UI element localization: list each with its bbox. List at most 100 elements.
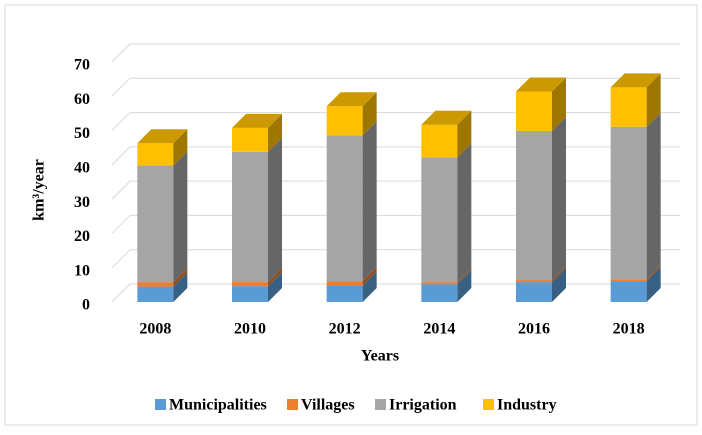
bar-face	[268, 137, 282, 283]
grid-line	[111, 180, 680, 200]
bar-face	[232, 113, 282, 128]
bar-segment	[610, 112, 661, 280]
legend-swatch	[483, 399, 494, 410]
y-tick-label: 50	[74, 125, 90, 142]
bar-segment	[516, 266, 566, 283]
bar-segment	[326, 92, 377, 136]
grid-line	[111, 249, 680, 269]
bar-segment	[421, 270, 472, 302]
bar-segment	[421, 110, 472, 158]
y-tick-label: 60	[74, 91, 90, 108]
bar-face	[326, 106, 363, 136]
bar-face	[421, 157, 458, 283]
bar-face	[326, 135, 363, 282]
y-tick-label: 20	[74, 228, 90, 245]
bar-segment	[610, 267, 661, 302]
legend-label: Industry	[497, 397, 557, 414]
bar-face	[457, 110, 472, 158]
bar-face	[137, 282, 174, 287]
y-tick-label: 10	[74, 262, 90, 279]
bar-segment	[326, 271, 377, 302]
bar-face	[457, 270, 472, 302]
bar-segment	[421, 143, 472, 283]
bar-face	[610, 279, 647, 282]
bar-face	[552, 266, 566, 283]
bar-segment	[232, 268, 282, 287]
bar-face	[173, 129, 188, 166]
bar-segment	[137, 151, 188, 283]
bar-face	[646, 73, 661, 127]
grid-line	[111, 77, 680, 97]
legend-label: Municipalities	[169, 397, 267, 414]
bar-face	[232, 282, 268, 287]
bar-face	[326, 92, 377, 107]
bar-face	[137, 286, 174, 302]
legend-swatch	[155, 399, 166, 410]
legend-swatch	[375, 399, 386, 410]
bar-face	[610, 281, 647, 302]
bar-face	[516, 91, 552, 131]
grid-line	[111, 214, 680, 234]
bar-face	[137, 143, 174, 166]
legend-label: Villages	[301, 397, 355, 414]
bar-segment	[137, 268, 188, 287]
bar-face	[516, 282, 552, 302]
bar-face	[362, 92, 377, 136]
x-tick-label: 2018	[613, 321, 645, 338]
bar-face	[362, 271, 377, 302]
bar-face	[268, 272, 282, 302]
bar-face	[421, 282, 458, 285]
bar-segment	[137, 129, 188, 166]
bar-face	[457, 268, 472, 285]
x-axis-title: Years	[361, 348, 399, 365]
bar-face	[326, 281, 363, 286]
bar-face	[173, 151, 188, 283]
bar-segment	[232, 272, 282, 302]
bar-face	[457, 143, 472, 283]
bar-face	[137, 129, 188, 144]
bar-face	[137, 165, 174, 283]
bar-segment	[516, 268, 566, 302]
bar-face	[421, 110, 472, 125]
bar-face	[610, 73, 661, 88]
bar-face	[173, 272, 188, 302]
bar-segment	[610, 73, 661, 127]
grid-line	[111, 146, 680, 166]
bar-segment	[232, 137, 282, 283]
y-tick-label: 30	[74, 194, 90, 211]
x-tick-label: 2010	[234, 321, 266, 338]
bar-face	[516, 130, 552, 281]
x-tick-label: 2014	[423, 321, 455, 338]
y-tick-label: 40	[74, 160, 90, 177]
x-tick-label: 2012	[329, 321, 361, 338]
bar-face	[232, 151, 268, 283]
bar-face	[552, 268, 566, 302]
bar-face	[516, 280, 552, 283]
bar-face	[610, 87, 647, 127]
grid-line	[111, 43, 680, 63]
legend-swatch	[287, 399, 298, 410]
bar-segment	[326, 121, 377, 282]
bar-segment	[421, 268, 472, 285]
bar-segment	[516, 116, 566, 281]
bar-face	[268, 268, 282, 287]
bar-segment	[137, 272, 188, 302]
x-tick-label: 2008	[139, 321, 171, 338]
bar-face	[646, 267, 661, 302]
bar-face	[232, 286, 268, 302]
y-tick-label: 0	[82, 297, 90, 314]
bar-segment	[610, 265, 661, 282]
grid-line	[111, 283, 680, 303]
bar-face	[646, 265, 661, 282]
bar-segment	[326, 267, 377, 286]
bar-face	[362, 121, 377, 282]
bar-face	[646, 112, 661, 280]
grid-line	[111, 112, 680, 131]
bar-face	[421, 124, 458, 158]
bar-face	[516, 77, 566, 92]
bar-face	[421, 284, 458, 302]
bar-face	[326, 285, 363, 302]
bar-face	[232, 127, 268, 152]
bar-segment	[232, 113, 282, 152]
